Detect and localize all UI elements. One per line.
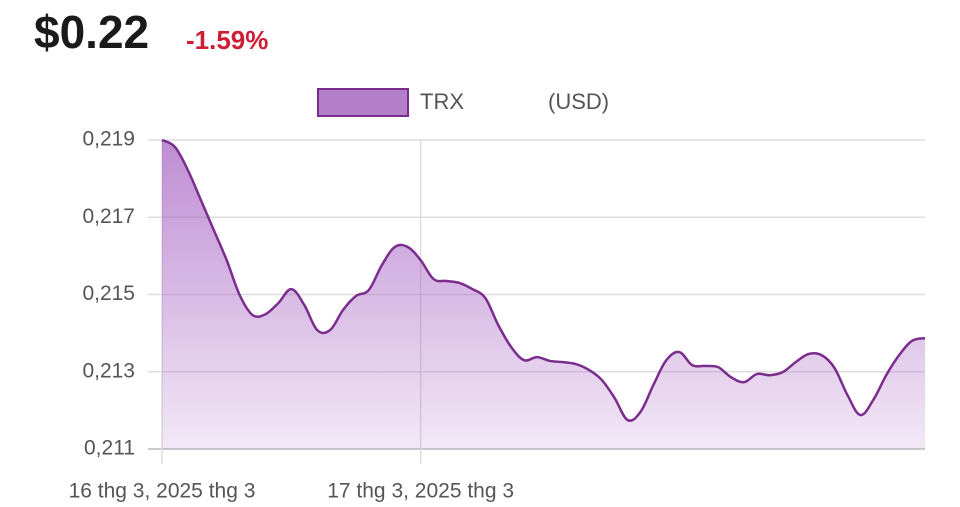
x-tick-label: 16 thg 3, 2025 thg 3: [69, 480, 256, 503]
y-tick-label: 0,217: [82, 205, 135, 228]
legend-label: TRX: [420, 89, 464, 114]
y-tick-label: 0,219: [82, 128, 135, 151]
legend-note: (USD): [548, 89, 609, 114]
area-fill: [162, 140, 925, 449]
x-tick-label: 17 thg 3, 2025 thg 3: [327, 480, 514, 503]
y-tick-label: 0,211: [84, 437, 135, 460]
price-change: -1.59%: [186, 25, 268, 55]
legend-swatch: [317, 88, 409, 117]
y-tick-label: 0,213: [82, 359, 135, 382]
y-tick-label: 0,215: [82, 282, 135, 305]
line: [161, 138, 926, 422]
price: $0.22: [34, 6, 149, 58]
